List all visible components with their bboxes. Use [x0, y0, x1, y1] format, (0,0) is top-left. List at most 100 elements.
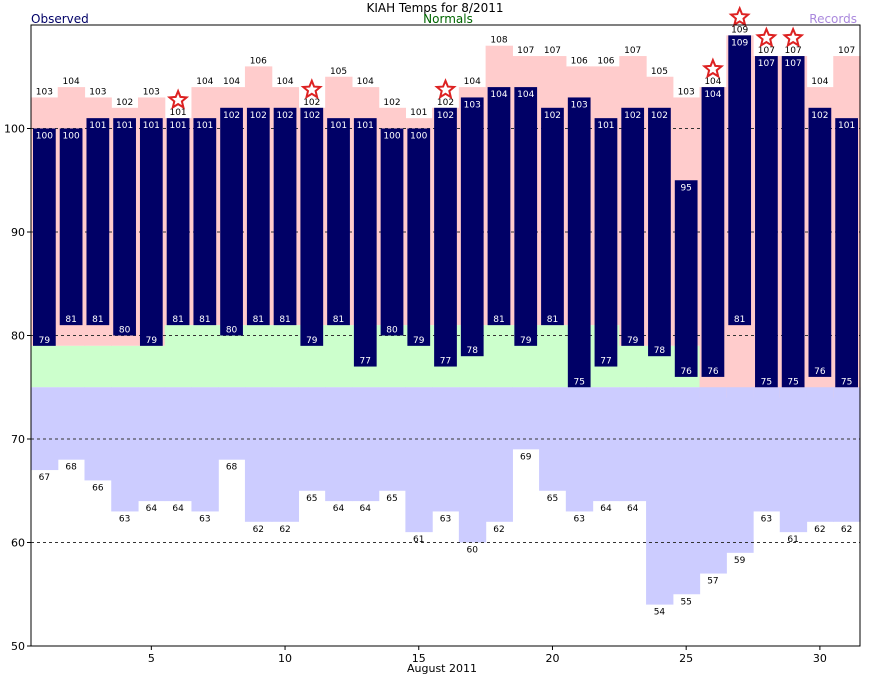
record-low-label: 55: [680, 597, 691, 607]
observed-bar: [514, 87, 538, 346]
record-high-label: 102: [116, 98, 133, 108]
normal-band: [244, 325, 273, 388]
observed-bar: [460, 97, 484, 357]
observed-low-label: 77: [360, 357, 371, 367]
record-low-band: [405, 387, 433, 533]
y-tick-label: 90: [11, 226, 25, 239]
x-tick-label: 15: [412, 652, 426, 665]
observed-high-label: 102: [811, 111, 828, 121]
observed-low-label: 78: [654, 346, 666, 356]
record-low-label: 68: [226, 463, 238, 473]
observed-bar: [380, 128, 404, 336]
observed-low-label: 79: [413, 336, 425, 346]
normal-band: [31, 345, 59, 388]
observed-high-label: 102: [651, 111, 668, 121]
observed-bar: [353, 118, 377, 367]
record-low-band: [699, 387, 727, 574]
observed-bar: [166, 118, 190, 326]
observed-high-label: 102: [303, 111, 320, 121]
record-low-band: [31, 387, 59, 471]
record-low-band: [111, 387, 139, 512]
record-low-label: 59: [734, 556, 746, 566]
record-low-label: 65: [547, 494, 558, 504]
record-high-label: 105: [330, 67, 347, 77]
observed-high-label: 102: [276, 111, 293, 121]
record-low-label: 65: [306, 494, 317, 504]
record-low-band: [271, 387, 300, 522]
record-low-label: 64: [600, 504, 612, 514]
observed-low-label: 77: [440, 357, 451, 367]
observed-bar: [487, 87, 511, 326]
record-high-label: 102: [303, 98, 320, 108]
x-tick-label: 25: [679, 652, 693, 665]
record-star-icon: [755, 26, 778, 48]
record-high-label: 106: [597, 56, 614, 66]
record-low-band: [565, 387, 594, 512]
observed-bar: [674, 180, 698, 377]
observed-high-label: 101: [169, 121, 186, 131]
record-low-band: [351, 387, 380, 502]
record-low-band: [137, 387, 166, 502]
data-labels: 103 100 79 67 104 100 81 68 103 101 81 66 102 101 80 63…: [36, 25, 855, 617]
record-star-icon: [701, 57, 725, 79]
record-low-band: [458, 387, 487, 543]
observed-bar: [835, 118, 858, 388]
normal-band: [111, 345, 139, 388]
record-low-label: 62: [493, 525, 504, 535]
normal-band: [57, 345, 86, 388]
observed-low-label: 79: [39, 336, 51, 346]
x-tick-label: 10: [278, 652, 292, 665]
record-low-band: [753, 387, 781, 512]
record-low-band: [325, 387, 353, 502]
record-high-label: 101: [410, 108, 427, 118]
observed-high-label: 101: [330, 121, 347, 131]
observed-high-label: 109: [731, 38, 748, 48]
record-high-label: 101: [169, 108, 186, 118]
observed-high-label: 101: [116, 121, 133, 131]
record-low-label: 62: [814, 525, 825, 535]
record-high-label: 107: [624, 46, 641, 56]
record-low-band: [164, 387, 193, 502]
record-low-band: [779, 387, 808, 533]
observed-high-label: 103: [464, 100, 481, 110]
record-low-band: [218, 387, 246, 460]
observed-bar: [59, 128, 83, 326]
observed-high-label: 104: [704, 90, 721, 100]
observed-high-label: 103: [571, 100, 588, 110]
y-tick-label: 50: [11, 640, 25, 653]
record-low-band: [57, 387, 86, 460]
observed-low-label: 81: [199, 315, 210, 325]
observed-bar: [300, 107, 324, 346]
observed-high-label: 102: [624, 111, 641, 121]
record-high-label: 103: [678, 87, 695, 97]
legend-records: Records: [809, 12, 857, 26]
record-high-label: 105: [651, 67, 668, 77]
normal-band: [137, 345, 166, 388]
observed-low-label: 79: [146, 336, 158, 346]
observed-low-label: 75: [761, 377, 772, 387]
record-low-label: 60: [467, 546, 479, 556]
record-low-label: 64: [360, 504, 372, 514]
observed-high-label: 100: [63, 132, 80, 142]
record-high-label: 107: [517, 46, 534, 56]
record-high-label: 104: [464, 77, 481, 87]
y-tick-label: 100: [4, 123, 25, 136]
y-tick-label: 80: [11, 330, 25, 343]
record-low-label: 67: [39, 473, 50, 483]
record-low-band: [592, 387, 620, 502]
normal-band: [325, 325, 353, 388]
record-star-icon: [782, 26, 805, 48]
observed-high-label: 102: [223, 111, 240, 121]
record-low-label: 69: [520, 452, 532, 462]
record-high-label: 107: [785, 46, 802, 56]
record-low-label: 61: [413, 535, 424, 545]
observed-low-label: 75: [841, 377, 852, 387]
observed-bar: [139, 118, 163, 346]
record-low-label: 54: [654, 608, 666, 618]
observed-bar: [86, 118, 110, 326]
observed-low-label: 80: [119, 326, 131, 336]
observed-low-label: 76: [814, 367, 826, 377]
observed-low-label: 80: [226, 326, 238, 336]
observed-high-label: 101: [196, 121, 213, 131]
record-star-icon: [300, 78, 323, 100]
